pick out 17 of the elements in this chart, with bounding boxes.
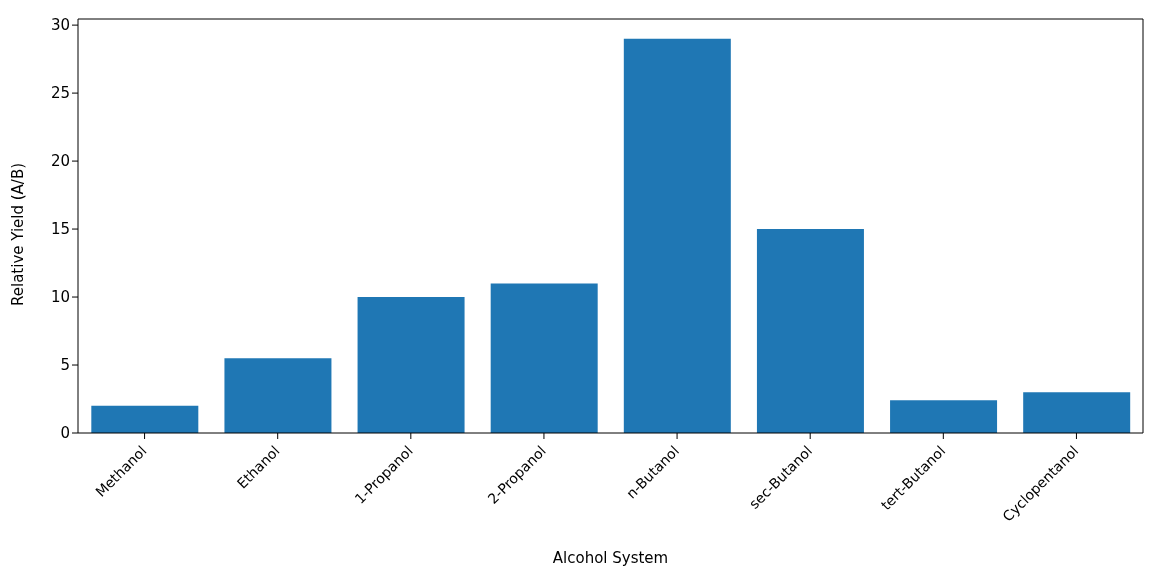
y-tick-label: 0	[60, 424, 70, 443]
bar	[490, 283, 598, 433]
y-tick-label: 25	[50, 84, 70, 103]
x-axis-title: Alcohol System	[552, 549, 669, 567]
bar	[1023, 392, 1131, 433]
y-tick-label: 10	[50, 288, 70, 307]
y-tick-label: 20	[50, 152, 70, 171]
bar	[890, 400, 998, 433]
bar	[623, 38, 731, 433]
y-tick-label: 5	[60, 356, 70, 375]
y-tick-label: 15	[50, 220, 70, 239]
bar	[756, 229, 864, 433]
y-tick-label: 30	[50, 16, 70, 35]
y-axis-title: Relative Yield (A/B)	[9, 162, 28, 306]
bar	[91, 405, 199, 433]
bar	[224, 358, 332, 433]
bar	[357, 297, 465, 433]
